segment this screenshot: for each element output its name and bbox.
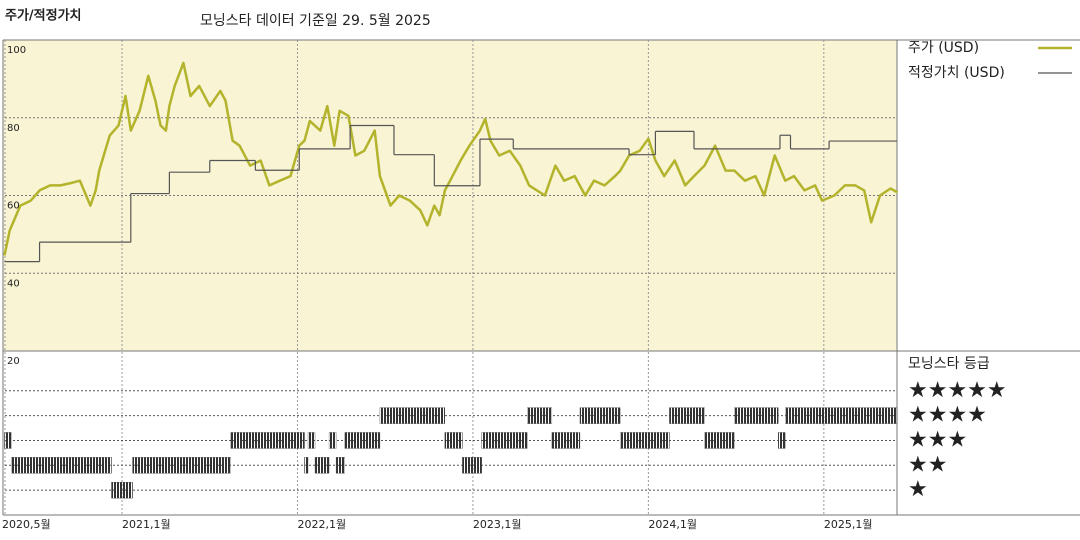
rating-bar xyxy=(704,432,735,449)
x-tick-label: 2020,5월 xyxy=(2,518,51,531)
rating-bar xyxy=(314,457,330,474)
rating-bar xyxy=(132,457,231,474)
y-tick-label: 60 xyxy=(7,201,20,212)
legend-label: 주가 (USD) xyxy=(908,40,979,56)
rating-label: ★★★ xyxy=(908,427,967,452)
rating-bar xyxy=(527,407,553,424)
rating-bar xyxy=(579,407,621,424)
y-tick-label: 20 xyxy=(7,356,20,367)
y-tick-label: 40 xyxy=(7,278,20,289)
rating-bars xyxy=(4,407,898,499)
rating-bar xyxy=(462,457,482,474)
rating-bar xyxy=(307,432,316,449)
price-line xyxy=(3,61,899,256)
x-tick-label: 2022,1월 xyxy=(297,518,346,531)
rating-bar xyxy=(379,407,446,424)
x-tick-label: 2025,1월 xyxy=(824,518,873,531)
rating-bar xyxy=(444,432,463,449)
x-tick-label: 2024,1월 xyxy=(648,518,697,531)
rating-bar xyxy=(734,407,779,424)
rating-bar xyxy=(785,407,898,424)
rating-bar xyxy=(4,432,12,449)
rating-bar xyxy=(551,432,581,449)
rating-bar xyxy=(328,432,337,449)
rating-bar xyxy=(11,457,112,474)
legend-label: 적정가치 (USD) xyxy=(908,65,1005,81)
rating-bar xyxy=(669,407,705,424)
labels: 2020,5월 2021,1월 2022,1월 2023,1월 2024,1월 2025,… xyxy=(2,40,1072,531)
x-tick-label: 2023,1월 xyxy=(473,518,522,531)
rating-bar xyxy=(620,432,670,449)
chart-title: 주가/적정가치 xyxy=(5,8,82,24)
rating-label: ★★★★★ xyxy=(908,378,1007,403)
rating-label: ★★★★ xyxy=(908,403,987,428)
rating-label: ★ xyxy=(908,477,928,502)
rating-bar xyxy=(344,432,381,449)
rating-bar xyxy=(111,482,133,499)
grid xyxy=(4,39,897,515)
rating-bar xyxy=(335,457,346,474)
rating-bar xyxy=(778,432,786,449)
x-tick-label: 2021,1월 xyxy=(122,518,171,531)
rating-bar xyxy=(304,457,309,474)
rating-bar xyxy=(481,432,528,449)
y-tick-label: 100 xyxy=(7,45,26,56)
rating-label: ★★ xyxy=(908,452,947,477)
chart-subtitle: 모닝스타 데이터 기준일 29. 5월 2025 xyxy=(200,13,431,29)
y-tick-label: 80 xyxy=(7,123,20,134)
series xyxy=(3,61,899,263)
rating-bar xyxy=(230,432,305,449)
rating-title: 모닝스타 등급 xyxy=(908,356,990,372)
